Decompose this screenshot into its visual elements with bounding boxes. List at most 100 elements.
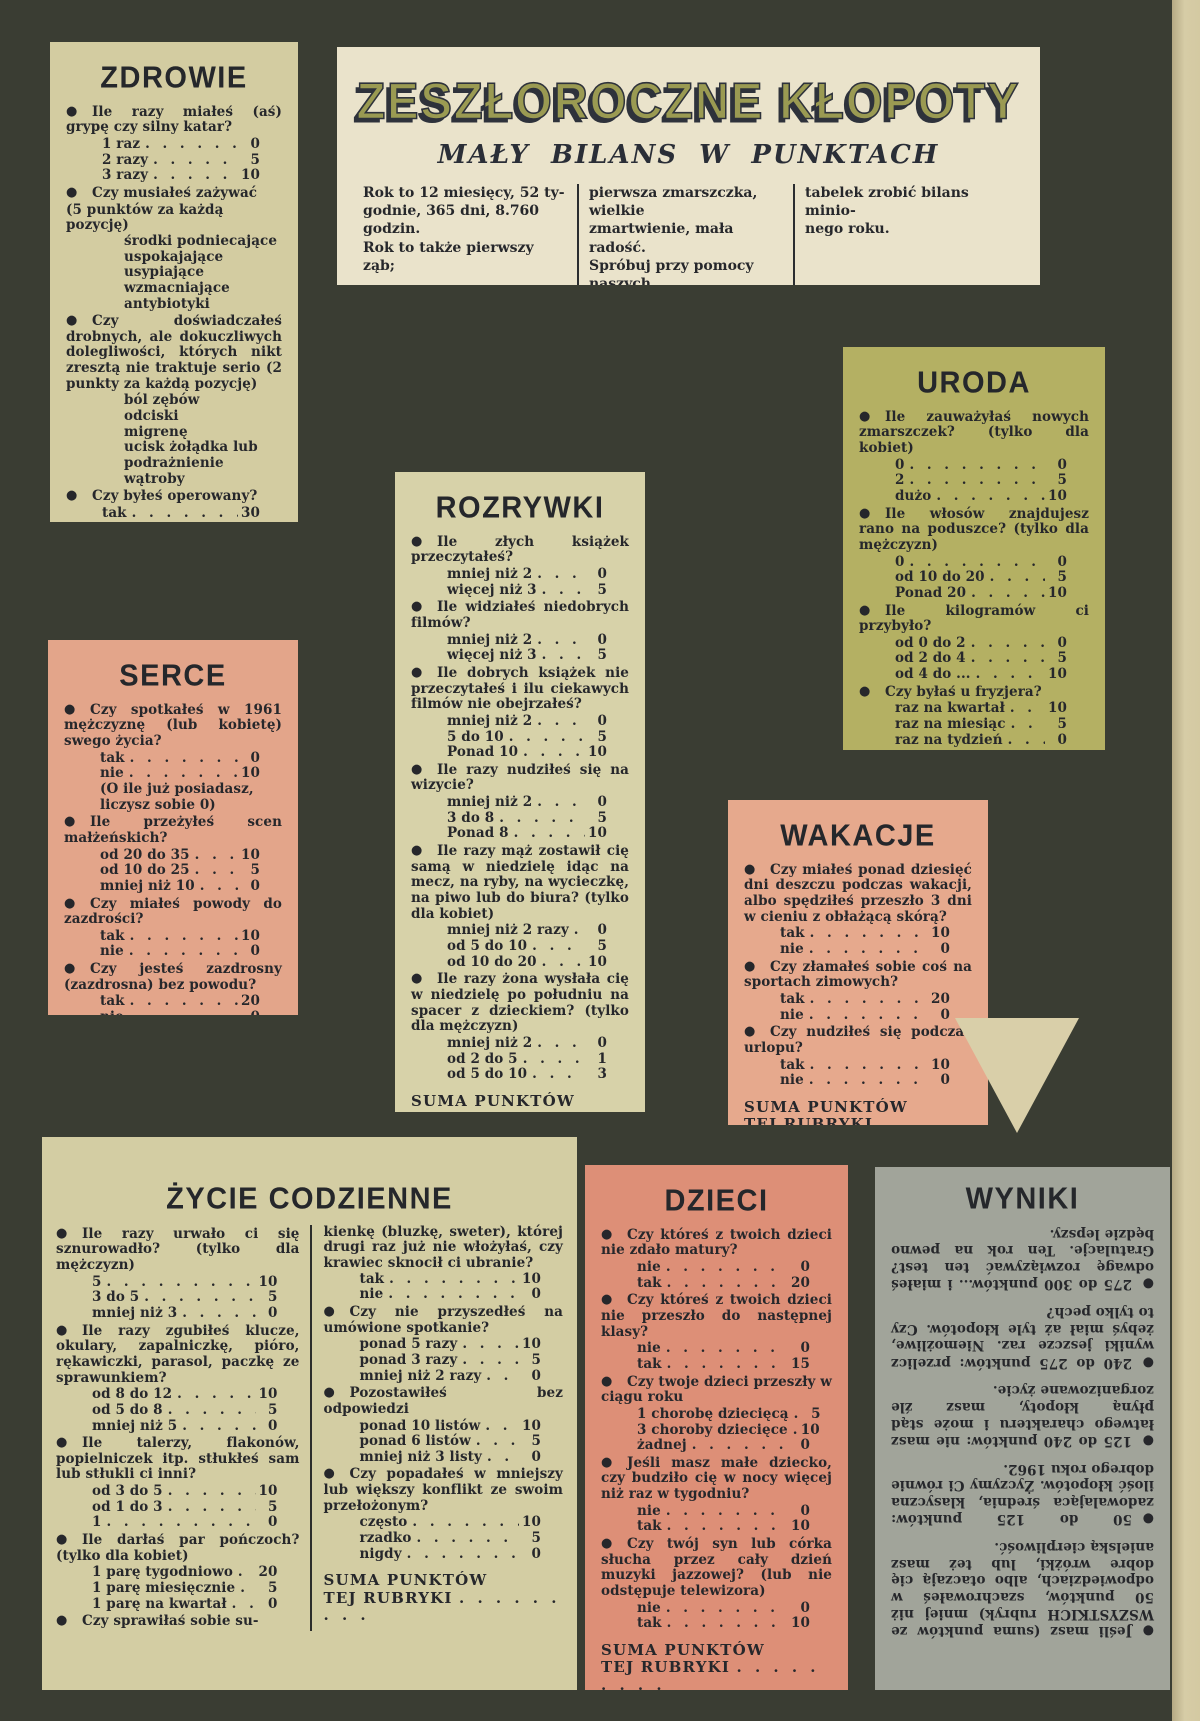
question-list: ● Ile razy miałeś (aś) grypę czy silny ka…: [66, 104, 282, 522]
dot-leader: [1005, 701, 1045, 717]
option-label: mniej niż 3: [92, 1304, 178, 1321]
answer-option: od 5 do 8 5: [92, 1401, 278, 1419]
option-label: raz na tydzień: [895, 731, 1003, 748]
two-column-layout: ● Ile razy urwało ci się sznurowadło? (ty…: [42, 1224, 577, 1632]
bullet-icon: ●: [411, 843, 423, 859]
points-value: 1: [597, 1050, 607, 1067]
question-text: Czy doświadczałeś drobnych, ale dokuczli…: [66, 313, 282, 392]
dot-leader: [457, 1337, 519, 1353]
dot-leader: [527, 1067, 585, 1083]
dot-leader: [537, 583, 585, 599]
option-label: 1 raz: [102, 135, 141, 152]
points-value: 0: [597, 794, 607, 811]
option-label: od 5 do 10: [447, 938, 528, 955]
dot-leader: [966, 586, 1045, 602]
bullet-icon: ●: [64, 961, 76, 977]
answer-option: Ponad 8 10: [447, 826, 607, 842]
points-value: 5: [811, 1405, 821, 1422]
note-text: (O ile już posiadasz, liczysz sobie 0): [100, 780, 254, 813]
dot-leader: [532, 795, 585, 811]
points-value: 0: [250, 943, 260, 960]
question: ● Ile darłaś par pończoch? (tylko dla kob…: [56, 1532, 300, 1564]
dot-leader: [148, 153, 238, 169]
option-label: tak: [100, 927, 125, 944]
option-label: nigdy: [359, 1545, 402, 1562]
down-arrow-icon: [955, 1018, 1079, 1133]
answer-option: 25: [895, 473, 1067, 489]
sum-label-1: SUMA PUNKTÓW: [744, 1097, 908, 1116]
title-banner: ZESZŁOROCZNE KŁOPOTY MAŁY BILANS W PUNKT…: [337, 47, 1040, 285]
bullet-icon: ●: [859, 602, 871, 618]
question-text: Czy jesteś zazdrosny (zazdrosna) bez pow…: [64, 961, 282, 993]
sum-label-2: TEJ RUBRYKI . . . . . . . . .: [323, 1588, 561, 1625]
question: ● Czy twój syn lub córka słucha przez cał…: [601, 1536, 832, 1600]
answer-option: tak 30: [102, 505, 260, 522]
option-label: nie: [780, 1072, 804, 1089]
box-title: WAKACJE: [780, 819, 936, 853]
option-label: 2 razy: [102, 151, 149, 168]
option-label: tak: [359, 1270, 385, 1287]
answer-option: mniej niż 2 0: [447, 713, 607, 730]
question: ● Ile złych książek przeczytałeś?: [411, 534, 629, 566]
option-label: 2: [895, 472, 905, 489]
bullet-icon: ●: [56, 1532, 68, 1548]
option-label: nie: [100, 765, 124, 782]
points-value: 0: [597, 922, 607, 939]
answer-option: tak 10: [359, 1270, 542, 1288]
answer-option: od 10 do 20 5: [895, 570, 1067, 586]
dot-leader: [532, 1036, 585, 1052]
question-text: Ile talerzy, flakonów, popielniczek itp.…: [56, 1435, 300, 1483]
option-label: nie: [637, 1258, 661, 1275]
points-value: 0: [531, 1286, 541, 1303]
option-label: 1 chorobę dziecięcą: [637, 1405, 789, 1422]
answer-option: żadnej 0: [637, 1437, 810, 1454]
answer-option: tak 20: [100, 994, 260, 1010]
dot-leader: [127, 506, 238, 522]
bullet-icon: ●: [323, 1466, 335, 1482]
option-label: żadnej: [637, 1437, 687, 1454]
points-value: 0: [268, 1304, 278, 1321]
option-label: raz na kwartał: [895, 700, 1005, 717]
question: ● Ile przeżyłeś scen małżeńskich?: [64, 814, 282, 846]
answer-option: mniej niż 3 listy 0: [360, 1449, 542, 1466]
bullet-icon: ●: [744, 958, 756, 974]
dot-leader: [518, 1052, 585, 1068]
list-item: migrenę: [124, 423, 188, 440]
answer-option: od 10 do 20 10: [447, 954, 607, 971]
list-item: odciski: [124, 408, 179, 425]
option-label: od 2 do 5: [447, 1050, 518, 1067]
points-value: 0: [1057, 456, 1067, 473]
answer-option: mniej niż 2 0: [447, 566, 607, 583]
option-label: 5 do 10: [447, 728, 504, 745]
question: ● Ile razy miałeś (aś) grypę czy silny ka…: [66, 104, 282, 136]
option-label: mniej niż 2: [447, 794, 533, 811]
question: ● Czy nudziłeś się podczas urlopu?: [744, 1024, 972, 1056]
answer-option: ponad 5 razy 10: [360, 1337, 542, 1353]
points-value: 10: [258, 1273, 278, 1290]
points-value: 0: [940, 1006, 950, 1023]
section-serce: SERCE ● Czy spotkałeś w 1961 mężczyznę (l…: [48, 640, 298, 1015]
option-label: nie: [359, 1286, 384, 1303]
answer-option: 5 10: [92, 1273, 278, 1291]
section-rozrywki: ROZRYWKI ● Ile złych książek przeczytałeś…: [395, 472, 645, 1112]
option-label: od 4 do ...: [895, 666, 971, 683]
points-value: 10: [241, 846, 260, 863]
answer-option: od 2 do 5 1: [447, 1050, 607, 1068]
question-text: Czy popadałeś w mniejszy lub większy kon…: [323, 1466, 563, 1514]
intro-text: Rok to 12 miesięcy, 52 ty-godnie, 365 dn…: [353, 184, 1024, 285]
sum-label-1: SUMA PUNKTÓW: [323, 1571, 488, 1590]
dot-leader: [985, 570, 1045, 586]
option-label: Ponad 10: [447, 744, 519, 761]
answer-option: nie 0: [100, 1009, 260, 1015]
dot-leader: [532, 567, 585, 583]
question: ● Ile dobrych książek nie przeczytałeś i …: [411, 665, 629, 713]
sum-dot-leader: . . . . . . . . .: [411, 1109, 611, 1112]
question-text: Ile włosów znajdujesz rano na poduszce? …: [859, 505, 1089, 553]
points-value: 5: [268, 1401, 278, 1418]
bullet-icon: ●: [601, 1292, 613, 1308]
question-list-right: kienkę (bluzkę, sweter), której drugi ra…: [309, 1224, 564, 1632]
question: ● Czy doświadczałeś drobnych, ale dokuczl…: [66, 313, 282, 392]
box-title: ZDROWIE: [100, 61, 248, 95]
list-item: ucisk żołądka lub podrażnienie wątroby: [124, 439, 258, 487]
question-list: ● Czy któreś z twoich dzieci nie zdało ma…: [601, 1227, 832, 1690]
